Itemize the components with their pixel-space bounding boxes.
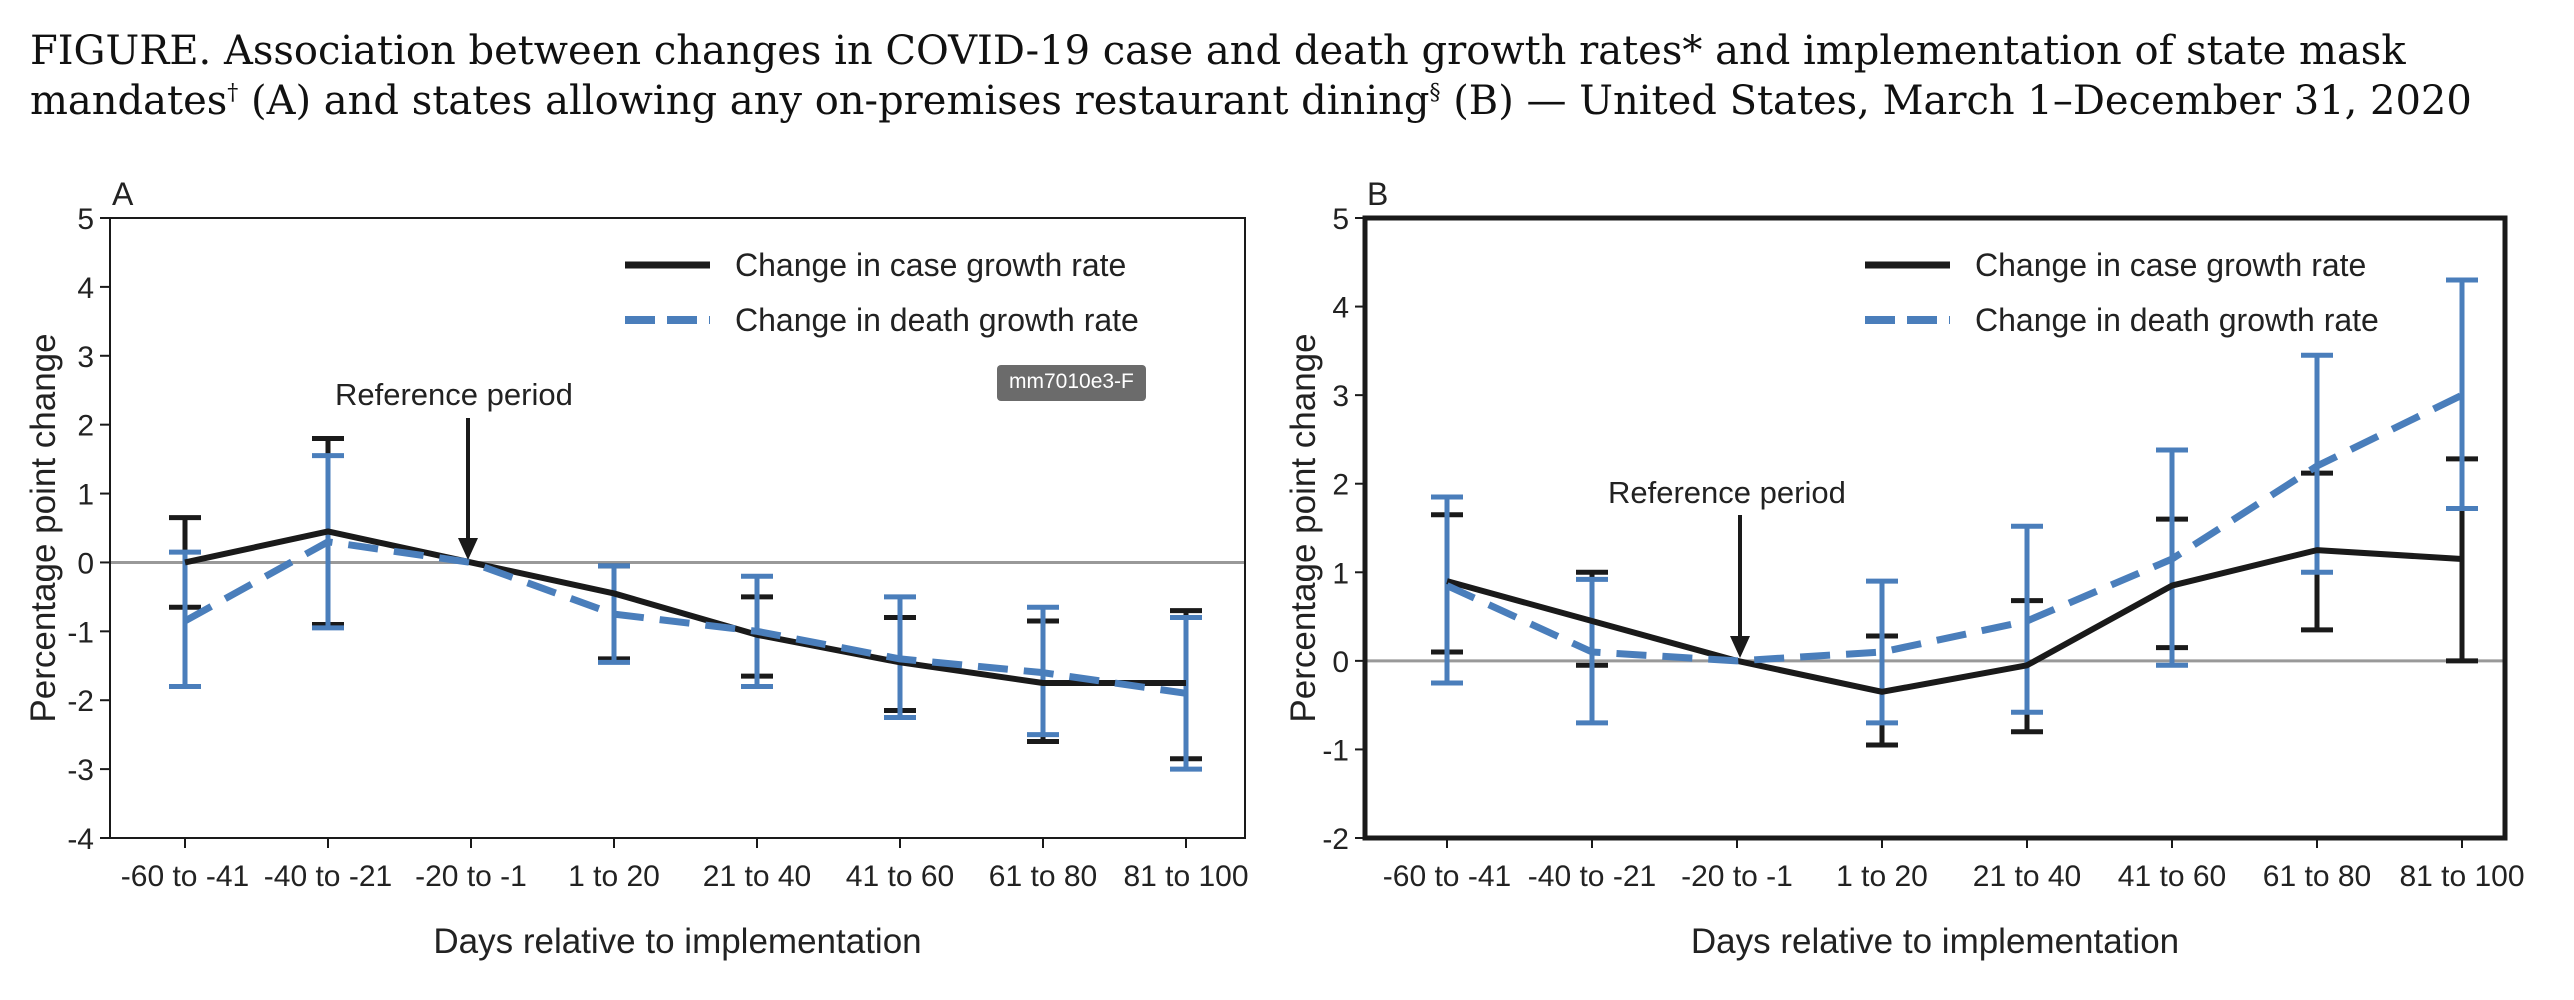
legend-death-label: Change in death growth rate [1975, 302, 2379, 338]
x-tick-label: 61 to 80 [989, 860, 1097, 893]
death-series-line [183, 538, 1187, 697]
panel-letter: B [1367, 176, 1388, 212]
x-tick-label: 41 to 60 [2118, 860, 2226, 893]
y-tick-label: -1 [67, 616, 94, 649]
x-tick-label: 41 to 60 [846, 860, 954, 893]
reference-period-label: Reference period [335, 377, 573, 412]
y-tick-label: -3 [67, 754, 94, 787]
x-tick-label: 61 to 80 [2263, 860, 2371, 893]
y-axis-title: Percentage point change [1284, 333, 1323, 722]
y-tick-label: 2 [77, 410, 94, 443]
plot-frame [109, 217, 1246, 839]
y-tick-label: 5 [1332, 203, 1349, 236]
footnote-mark-section: § [1429, 80, 1441, 106]
y-tick-label: 3 [77, 341, 94, 374]
x-axis-title: Days relative to implementation [433, 922, 921, 961]
y-tick-label: -2 [67, 685, 94, 718]
title-text-panel-a: (A) and states allowing any on-premises … [238, 78, 1430, 124]
plot-frame [1362, 215, 2508, 841]
figure-title-line-2: mandates† (A) and states allowing any on… [30, 76, 2550, 126]
x-tick-label: -60 to -41 [1383, 860, 1511, 893]
y-tick-label: 4 [1332, 292, 1349, 325]
legend-death-label: Change in death growth rate [735, 302, 1139, 338]
panel-a-chart: A5 4 3 2 1 0 -1 -2 -3 -4 -60 to -41 -40 to -21 -20 t… [24, 176, 1249, 961]
y-tick-label: 5 [77, 203, 94, 236]
x-tick-label: 21 to 40 [703, 860, 811, 893]
x-tick-label: 81 to 100 [1123, 860, 1248, 893]
y-tick-label: 2 [1332, 469, 1349, 502]
y-tick-label: 0 [77, 547, 94, 580]
death-series-line [1445, 391, 2464, 665]
x-tick-label: -20 to -1 [415, 860, 527, 893]
x-tick-label: -40 to -21 [1528, 860, 1656, 893]
x-tick-label: 1 to 20 [1836, 860, 1928, 893]
title-text-mandates: mandates [30, 78, 228, 124]
x-tick-label: -40 to -21 [264, 860, 392, 893]
x-tick-label: 21 to 40 [1973, 860, 2081, 893]
reference-arrow-head [458, 538, 478, 560]
case-series-line [184, 528, 1186, 686]
y-tick-label: -4 [67, 823, 94, 856]
panel-b-chart: B5 4 3 2 1 0 -1 -2 -60 to -41 -40 to -21 -20 to -1… [1284, 176, 2525, 961]
figure-title-line-1: FIGURE. Association between changes in C… [30, 28, 2406, 74]
x-tick-label: 81 to 100 [2399, 860, 2524, 893]
x-tick-label: -20 to -1 [1681, 860, 1793, 893]
reference-arrow-head [1730, 636, 1750, 658]
y-tick-label: 1 [1332, 557, 1349, 590]
title-text-panel-b: (B) — United States, March 1–December 31… [1440, 78, 2472, 124]
y-tick-label: -1 [1322, 734, 1349, 767]
case-series-line [1446, 547, 2463, 695]
y-tick-label: 3 [1332, 380, 1349, 413]
y-tick-label: -2 [1322, 823, 1349, 856]
footnote-mark-dagger: † [227, 80, 239, 106]
reference-period-label: Reference period [1608, 475, 1846, 510]
figure-title: FIGURE. Association between changes in C… [30, 26, 2550, 126]
legend-case-label: Change in case growth rate [735, 247, 1126, 283]
y-tick-label: 0 [1332, 646, 1349, 679]
legend-case-label: Change in case growth rate [1975, 247, 2366, 283]
figure-id-badge: mm7010e3-F [997, 365, 1146, 401]
y-tick-label: 4 [77, 272, 94, 305]
panel-letter: A [112, 176, 134, 212]
x-axis-title: Days relative to implementation [1691, 922, 2179, 961]
x-tick-label: -60 to -41 [121, 860, 249, 893]
x-tick-label: 1 to 20 [568, 860, 660, 893]
y-axis-title: Percentage point change [24, 333, 63, 722]
y-tick-label: 1 [77, 479, 94, 512]
